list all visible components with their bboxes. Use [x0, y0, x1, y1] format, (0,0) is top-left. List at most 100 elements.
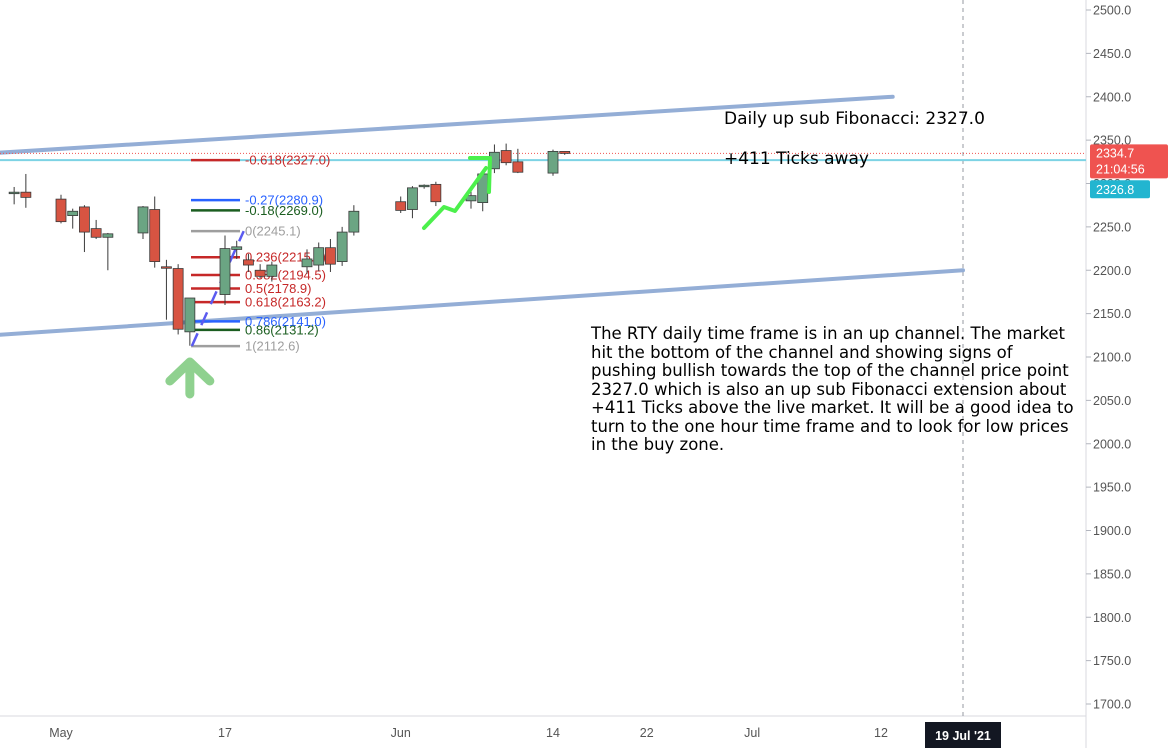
fib-level-label: -0.27(2280.9) — [245, 193, 323, 208]
price-tick-label: 2350.0 — [1093, 134, 1131, 148]
candle-body — [512, 161, 524, 173]
price-tick-label: 2100.0 — [1093, 351, 1131, 365]
cyan-price-badge — [1090, 180, 1150, 199]
fib-level-label: 0.86(2131.2) — [245, 322, 319, 337]
price-axis[interactable]: 2500.02450.02400.02350.02300.02250.02200… — [1086, 4, 1168, 712]
candle[interactable] — [547, 149, 559, 176]
candle[interactable] — [313, 242, 325, 272]
swing-path-line — [422, 166, 488, 230]
swing-arrowhead-icon — [468, 156, 492, 194]
candle[interactable] — [67, 208, 79, 229]
candle[interactable] — [8, 186, 20, 205]
candle-body — [559, 151, 571, 154]
cursor-date-label: 19 Jul '21 — [935, 729, 991, 743]
candle[interactable] — [418, 184, 430, 189]
candle[interactable] — [184, 297, 196, 346]
ticks-away-note: +411 Ticks away — [724, 149, 869, 169]
cyan-price-value: 2326.8 — [1096, 183, 1134, 197]
candle-body — [137, 206, 149, 234]
time-tick-label: 17 — [218, 726, 232, 740]
candle[interactable] — [20, 173, 32, 208]
candle[interactable] — [325, 239, 336, 272]
candle[interactable] — [231, 240, 243, 259]
fibonacci-retracement[interactable]: -0.618(2327.0) -0.27(2280.9)-0.18(2269.0)… — [190, 153, 330, 354]
price-tick-label: 2450.0 — [1093, 47, 1131, 61]
candle[interactable] — [348, 205, 360, 236]
candle[interactable] — [512, 148, 524, 174]
fib-level-label: -0.18(2269.0) — [245, 203, 323, 218]
candle[interactable] — [149, 196, 161, 268]
price-tick-label: 2050.0 — [1093, 394, 1131, 408]
price-tick-label: 2000.0 — [1093, 437, 1131, 451]
candle-body — [79, 206, 90, 233]
fib-level-label: 0.618(2163.2) — [245, 295, 326, 310]
price-tick-label: 1950.0 — [1093, 481, 1131, 495]
candle-body — [325, 247, 336, 265]
candle-body — [313, 247, 325, 266]
candle[interactable] — [172, 264, 184, 335]
price-tick-label: 1850.0 — [1093, 567, 1131, 581]
channel-line-upper[interactable] — [0, 94, 895, 155]
candle[interactable] — [90, 219, 102, 240]
candle[interactable] — [137, 206, 149, 240]
fib-level-label: 0.5(2178.9) — [245, 281, 312, 296]
last-price-value: 2334.7 — [1096, 146, 1134, 160]
fib-level-label: -0.618(2327.0) — [245, 153, 330, 168]
candle[interactable] — [219, 235, 231, 305]
candle-body — [55, 198, 67, 223]
price-tick-label: 1900.0 — [1093, 524, 1131, 538]
candle[interactable] — [161, 259, 172, 320]
candle[interactable] — [500, 143, 512, 166]
fib-level-label: 0.786(2141.0) — [245, 314, 326, 329]
fib-trend-line[interactable] — [190, 230, 245, 347]
candle-body — [184, 297, 196, 333]
candle-body — [102, 233, 114, 238]
price-tick-label: 1750.0 — [1093, 654, 1131, 668]
candle-body — [301, 258, 313, 268]
candle-body — [348, 210, 360, 233]
candle-body — [500, 150, 512, 164]
bullish-arrow-icon — [165, 357, 215, 399]
candle[interactable] — [266, 261, 278, 282]
candles[interactable] — [8, 143, 571, 346]
candle[interactable] — [55, 194, 67, 224]
candle-body — [418, 184, 430, 188]
candle[interactable] — [336, 226, 348, 266]
candle[interactable] — [559, 151, 571, 155]
candle-body — [547, 151, 559, 174]
candle[interactable] — [254, 264, 266, 279]
last-price-badge — [1090, 144, 1168, 179]
price-tick-label: 2250.0 — [1093, 220, 1131, 234]
fib-level-label: 0(2245.1) — [245, 224, 301, 239]
candle-body — [149, 209, 161, 262]
candle-countdown: 21:04:56 — [1096, 162, 1145, 176]
candle[interactable] — [301, 249, 313, 274]
candle[interactable] — [430, 181, 442, 207]
channel-line-lower[interactable] — [0, 268, 965, 337]
time-axis[interactable]: May 17 Jun 14 22 Jul 12 19 Jul '21 — [49, 722, 1001, 748]
candle-body — [219, 248, 231, 295]
candle-body — [172, 268, 184, 330]
candle-body — [161, 266, 172, 269]
candle-body — [266, 264, 278, 277]
candle-body — [8, 191, 20, 195]
fibonacci-title-note: Daily up sub Fibonacci: 2327.0 — [724, 109, 985, 129]
channel-lines[interactable] — [0, 94, 965, 337]
candle[interactable] — [102, 232, 114, 271]
candle-body — [243, 259, 254, 266]
time-tick-label: 22 — [640, 726, 654, 740]
candle[interactable] — [395, 196, 407, 213]
candle[interactable] — [243, 253, 254, 272]
price-tick-label: 2150.0 — [1093, 307, 1131, 321]
candle[interactable] — [407, 186, 418, 219]
time-tick-label: 14 — [546, 726, 560, 740]
candle-body — [254, 269, 266, 277]
candle-body — [231, 246, 243, 250]
chart-grid — [0, 0, 1087, 748]
price-tick-label: 2400.0 — [1093, 90, 1131, 104]
price-lines — [0, 152, 1086, 162]
time-tick-label: Jul — [744, 726, 760, 740]
candle-body — [430, 183, 442, 203]
candle[interactable] — [79, 205, 90, 253]
